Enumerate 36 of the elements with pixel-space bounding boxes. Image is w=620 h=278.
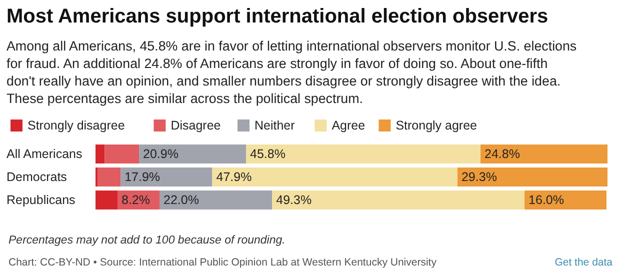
y-tick-label: Republicans [6, 193, 76, 207]
data-label: 47.9% [216, 170, 252, 184]
bar [524, 190, 606, 210]
chart-subtitle: Among all Americans, 45.8% are in favor of letting international observers monitor U.S. elections for fraud. An additional 24.8% of Americans are strongly in favor of doing so. About one-fifth don't really have an opinion, and smaller numbers disagree or strongly disagree with the idea. These percentages are similar across the political spectrum. [6, 38, 577, 106]
legend-label: Agree [332, 118, 366, 132]
text: Get the data [554, 256, 613, 268]
bar [457, 168, 608, 186]
chart-title: Most Americans support international election observers [6, 6, 548, 28]
data-label: 8.2% [122, 193, 150, 207]
bar [212, 168, 458, 186]
data-label: 29.3% [461, 170, 497, 184]
text: Chart: CC-BY-ND • Source: International Public Opinion Lab at Western Kentucky University [8, 256, 438, 268]
data-label: 20.9% [143, 147, 178, 161]
bar [139, 144, 246, 164]
legend-label: Neither [254, 118, 295, 132]
data-label: 17.9% [124, 170, 160, 184]
legend-label: Disagree [170, 118, 221, 132]
bar [104, 144, 140, 164]
y-tick-label: Democrats [6, 170, 67, 184]
bar [480, 144, 608, 164]
bar [98, 168, 121, 186]
bar [246, 144, 481, 164]
bar [272, 190, 525, 210]
data-label: 22.0% [164, 193, 199, 207]
bar [120, 168, 212, 186]
legend-label: Strongly disagree [28, 118, 125, 132]
y-tick-label: All Americans [6, 147, 82, 161]
bar [96, 190, 118, 210]
legend-label: Strongly agree [396, 118, 478, 132]
text: Percentages may not add to 100 because of rounding. [8, 234, 286, 246]
data-label: 24.8% [484, 147, 520, 161]
data-label: 45.8% [250, 147, 286, 161]
data-label: 16.0% [528, 193, 564, 207]
bar [96, 144, 105, 164]
data-label: 49.3% [276, 193, 312, 207]
bar [160, 190, 272, 210]
